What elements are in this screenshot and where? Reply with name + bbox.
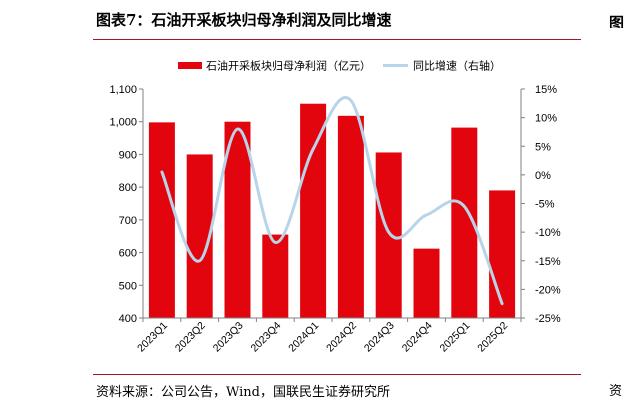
left-axis: 400 500 600 700 800 900 1,000 1,100: [109, 84, 144, 325]
bar-2023Q1: [148, 122, 175, 319]
bar-2024Q3: [375, 152, 402, 318]
bar-2024Q4: [413, 248, 440, 318]
x-tick-label: 2024Q4: [400, 320, 435, 355]
x-tick-label: 2025Q2: [475, 320, 510, 355]
source-rule: [93, 374, 581, 375]
next-figure-title-fragment: 图: [609, 14, 625, 28]
bar-2024Q2: [337, 115, 364, 318]
bar-2023Q4: [262, 234, 289, 318]
x-tick-label: 2025Q1: [438, 320, 473, 355]
legend: 石油开采板块归母净利润（亿元） 同比增速（右轴）: [178, 59, 501, 73]
x-tick-label: 2023Q1: [135, 320, 170, 355]
right-tick-label: -25%: [535, 313, 561, 325]
line-series: [160, 96, 504, 306]
bar-2024Q1: [300, 103, 327, 318]
right-tick-label: 0%: [535, 170, 551, 182]
right-tick-label: -20%: [535, 284, 561, 296]
bar-series: [148, 103, 516, 319]
x-tick-label: 2024Q1: [286, 320, 321, 355]
source-note: 资料来源：公司公告，Wind，国联民生证券研究所: [96, 385, 390, 400]
x-axis: 2023Q1 2023Q2 2023Q3 2023Q4 2024Q1 2024Q2 2024…: [135, 317, 522, 355]
legend-bar-label: 石油开采板块归母净利润（亿元）: [206, 59, 371, 73]
left-tick-label: 900: [119, 149, 137, 161]
x-tick-label: 2023Q4: [249, 320, 284, 355]
figure-title: 图表7：石油开采板块归母净利润及同比增速: [96, 11, 392, 29]
left-tick-label: 800: [119, 182, 137, 194]
title-rule: [93, 39, 581, 40]
next-figure-source-fragment: 资: [609, 384, 623, 396]
bar-2025Q2: [489, 190, 516, 318]
left-tick-label: 400: [119, 313, 137, 325]
legend-line-label: 同比增速（右轴）: [413, 59, 501, 73]
legend-bar-swatch: [178, 62, 202, 69]
right-tick-label: -5%: [535, 199, 555, 211]
yoy-growth-line: [160, 96, 504, 306]
right-tick-label: -15%: [535, 256, 561, 268]
x-tick-label: 2023Q2: [173, 320, 208, 355]
left-tick-label: 500: [119, 280, 137, 292]
right-tick-label: 10%: [535, 113, 557, 125]
right-tick-label: -10%: [535, 227, 561, 239]
right-axis: -25% -20% -15% -10% -5% 0% 5% 10% 15%: [520, 84, 561, 325]
bar-2023Q3: [224, 121, 251, 318]
left-tick-label: 1,000: [109, 117, 137, 129]
right-tick-label: 15%: [535, 84, 557, 96]
x-tick-label: 2024Q2: [324, 320, 359, 355]
left-tick-label: 1,100: [109, 84, 137, 96]
x-tick-label: 2023Q3: [211, 320, 246, 355]
left-tick-label: 700: [119, 215, 137, 227]
left-tick-label: 600: [119, 248, 137, 260]
x-tick-label: 2024Q3: [362, 320, 397, 355]
right-tick-label: 5%: [535, 141, 551, 153]
